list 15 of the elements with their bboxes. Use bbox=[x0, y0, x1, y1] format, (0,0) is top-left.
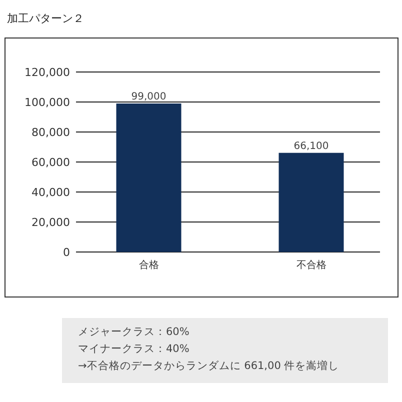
y-tick-label: 40,000 bbox=[32, 186, 70, 199]
text: マイナークラス：40% bbox=[78, 343, 190, 355]
y-tick-label: 100,000 bbox=[24, 96, 70, 109]
text: →不合格のデータからランダムに 661,00 件を嵩増し bbox=[78, 359, 340, 372]
x-tick-label: 合格 bbox=[138, 259, 159, 271]
text: メジャークラス：60% bbox=[78, 326, 190, 338]
data-label: 66,100 bbox=[294, 140, 329, 152]
y-tick-label: 80,000 bbox=[32, 126, 70, 139]
x-tick-label: 不合格 bbox=[296, 259, 326, 271]
y-tick-label: 120,000 bbox=[24, 66, 70, 79]
y-tick-label: 0 bbox=[63, 246, 70, 259]
chart-title: 加工パターン２ bbox=[7, 12, 84, 25]
y-tick-label: 20,000 bbox=[32, 216, 70, 229]
data-label: 99,000 bbox=[131, 92, 166, 102]
y-tick-label: 60,000 bbox=[32, 156, 70, 169]
